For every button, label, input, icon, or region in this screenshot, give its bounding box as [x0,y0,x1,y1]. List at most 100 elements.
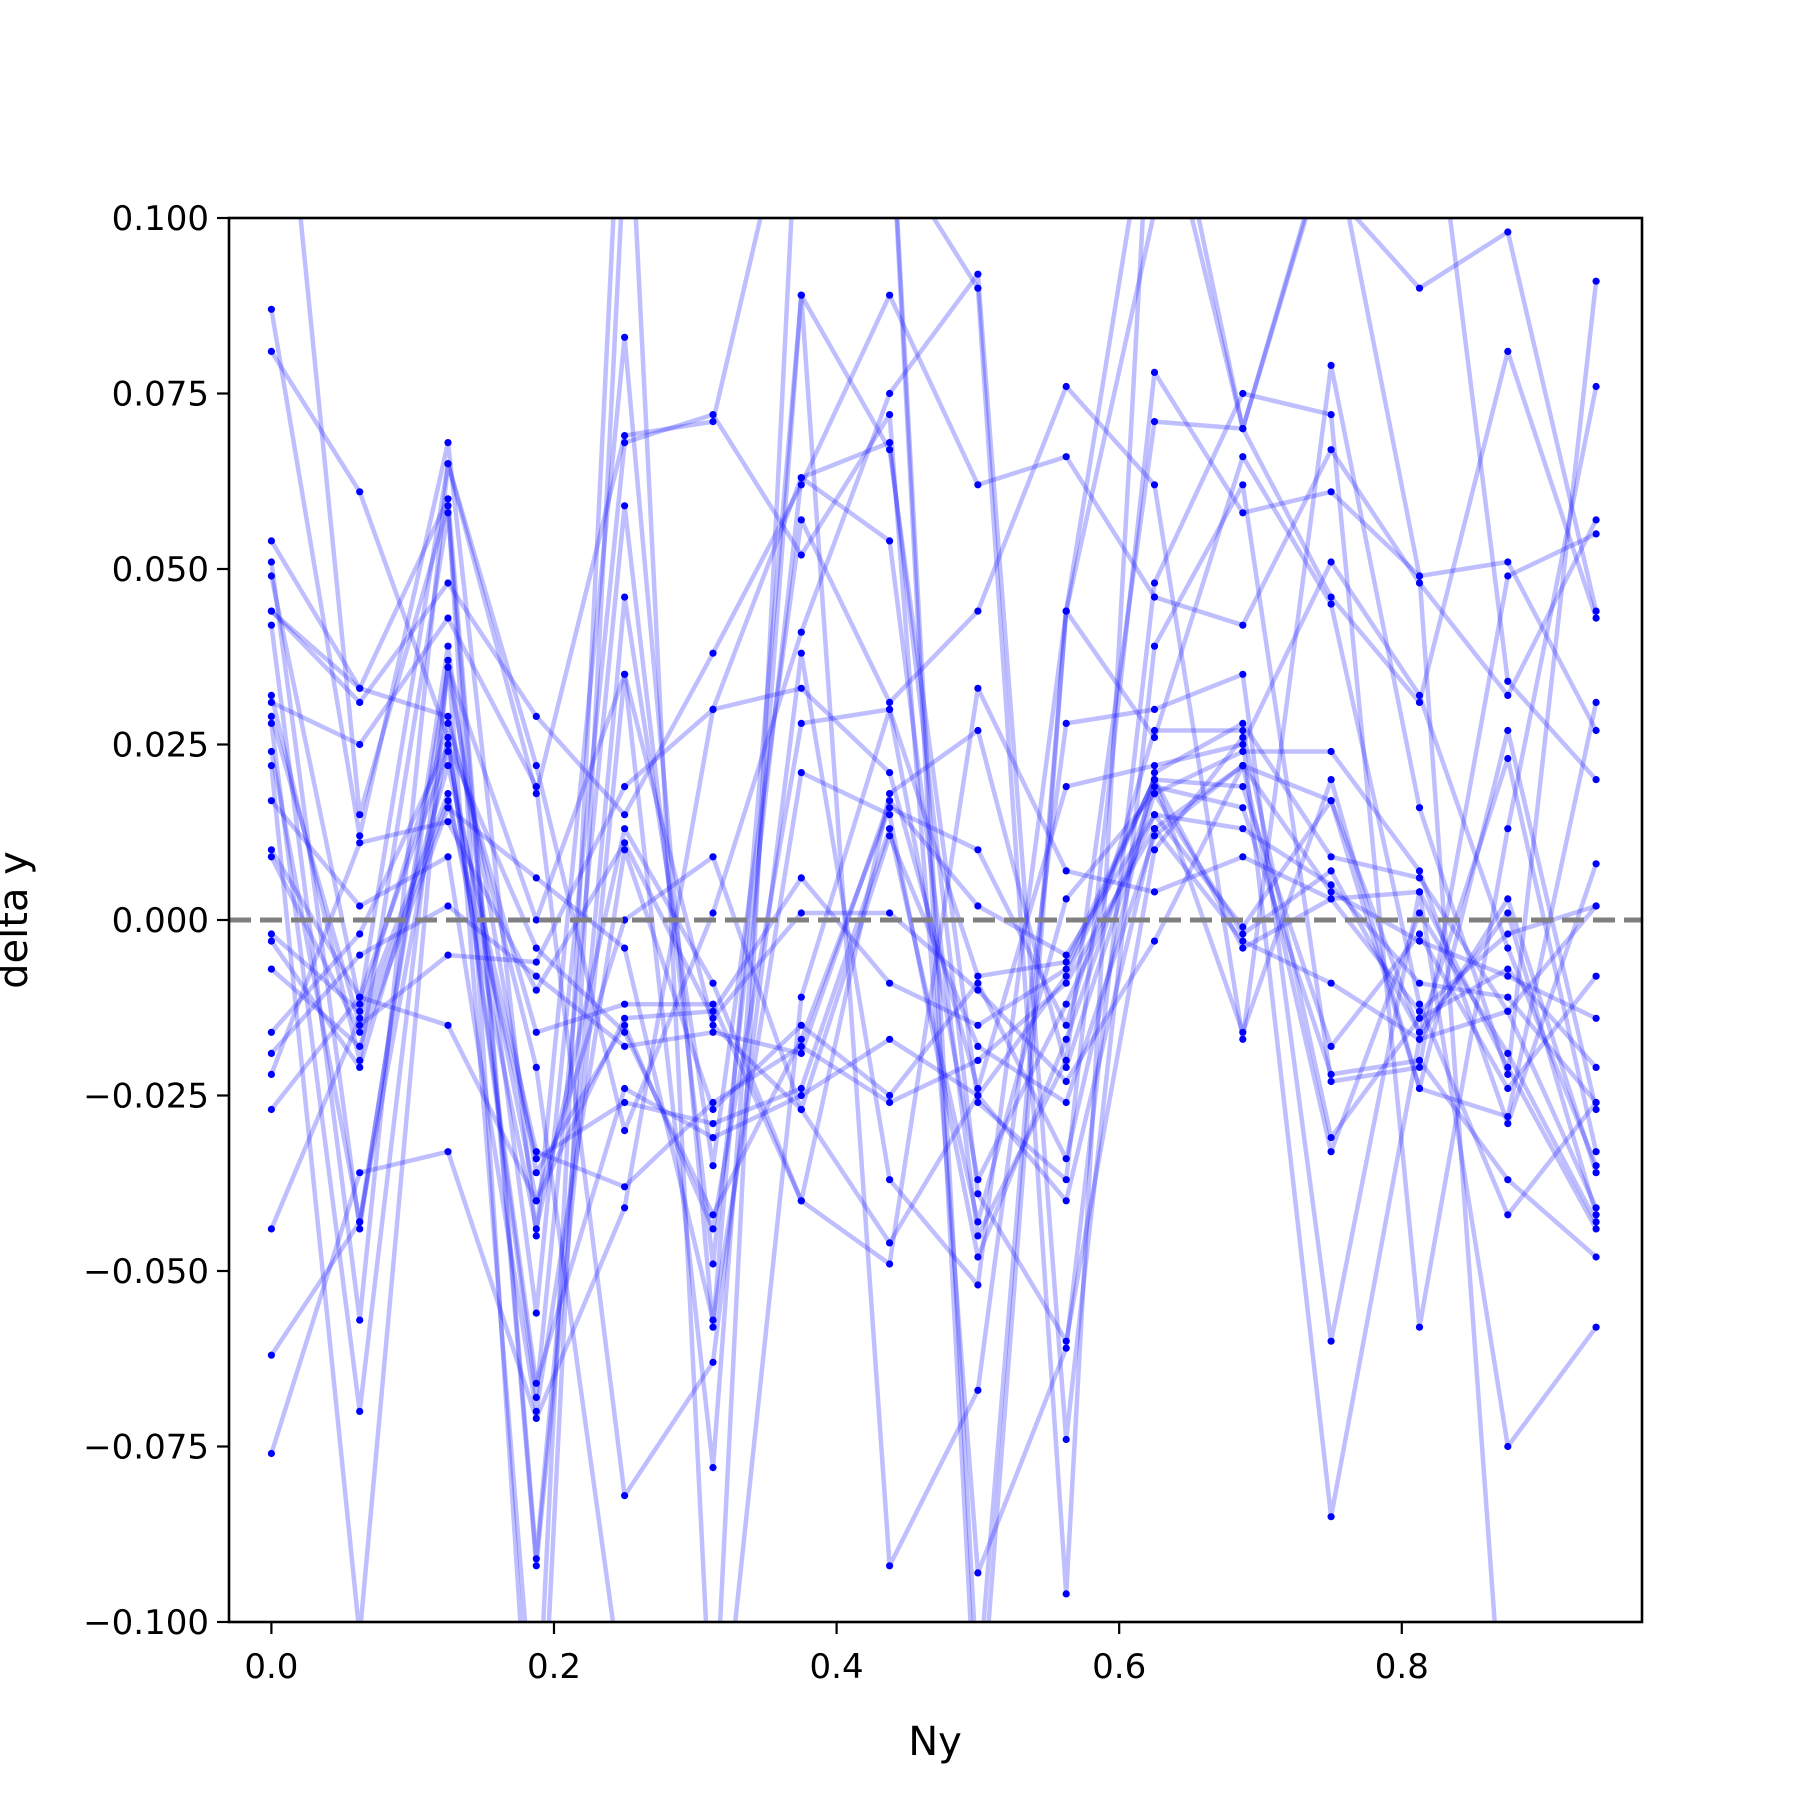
data-point [1239,853,1247,861]
data-point [974,726,982,735]
data-point [621,1492,629,1500]
data-point [1150,846,1159,854]
series-line [269,559,1599,1167]
data-point [797,516,805,524]
data-point [1150,733,1159,742]
y-tick-label: −0.100 [83,1603,209,1643]
data-point [1150,762,1159,770]
data-point [709,1358,717,1366]
data-point [886,825,894,833]
data-point [709,1464,717,1472]
data-point [1327,1042,1335,1050]
data-point [1239,783,1247,791]
data-point [1327,1070,1335,1078]
series-line [269,749,1598,1204]
data-point [267,607,275,615]
data-point [1327,1077,1335,1086]
data-point [1327,1513,1335,1521]
data-point [1504,993,1512,1001]
data-point [1592,1014,1600,1022]
x-tick-label: 0.4 [810,1647,864,1687]
data-point [709,1098,717,1107]
y-tick-label: −0.025 [83,1077,209,1117]
data-point [356,488,364,496]
data-point [886,1562,894,1570]
x-tick-label: 0.6 [1092,1647,1146,1687]
data-point [267,691,275,700]
data-point [1415,1000,1424,1008]
data-point [886,1098,894,1107]
data-point [886,439,894,447]
x-axis: 0.0 0.2 0.4 0.6 0.8 [244,1622,1429,1687]
data-point [267,747,275,756]
series-line [269,728,1599,1111]
data-point [1504,754,1512,763]
data-point [1239,481,1247,489]
data-point [621,333,629,341]
data-point [1150,368,1159,376]
data-point [974,1021,982,1029]
data-point [1150,726,1159,735]
data-point [1150,811,1159,819]
data-point [621,1021,629,1029]
data-point [1239,1028,1247,1036]
data-point [1062,382,1070,391]
data-point [356,698,364,707]
data-point [444,747,452,756]
data-point [1415,1056,1424,1064]
series-line [269,292,1599,817]
data-point [1062,972,1070,980]
data-point [1415,1323,1424,1331]
data-point [1062,1056,1070,1064]
data-point [267,347,275,355]
data-point [1150,705,1159,714]
data-point [1239,621,1247,629]
data-point [974,846,982,854]
data-point [1415,804,1424,812]
series-line [270,454,1598,1498]
data-point [1062,1063,1070,1071]
data-point [1592,1204,1600,1212]
data-point [1327,979,1335,987]
data-point [267,305,275,313]
data-point [1062,1176,1070,1184]
data-point [532,986,540,994]
series-line [269,665,1599,1246]
data-point [444,509,452,517]
data-point [709,1014,717,1022]
data-point [1239,740,1247,749]
data-point [1415,930,1424,938]
data-point [1592,530,1600,538]
data-point [1239,937,1247,945]
series-4 [267,382,1600,1577]
data-point [886,797,894,805]
data-point [532,1155,540,1163]
y-tick-label: 0.075 [112,375,209,415]
data-point [1327,1337,1335,1345]
data-point [356,684,364,692]
data-point [356,1007,364,1015]
data-point [1062,1435,1070,1444]
data-point [709,418,717,426]
y-tick-label: 0.050 [112,550,209,590]
data-point [1239,930,1247,938]
data-point [356,1056,364,1064]
data-point [709,1225,717,1233]
data-point [356,1021,364,1029]
data-point [1415,1007,1424,1015]
data-point [267,1351,275,1359]
data-point [532,944,540,952]
data-point [1327,867,1335,875]
data-point [1062,951,1070,959]
data-point [444,797,452,805]
data-point [356,1063,364,1071]
data-point [1327,881,1335,889]
data-point [886,909,894,917]
data-point [621,839,629,847]
data-point [1504,1007,1512,1015]
data-point [356,1014,364,1022]
data-point [1327,895,1335,903]
data-point [1592,614,1600,622]
data-point [621,846,629,854]
